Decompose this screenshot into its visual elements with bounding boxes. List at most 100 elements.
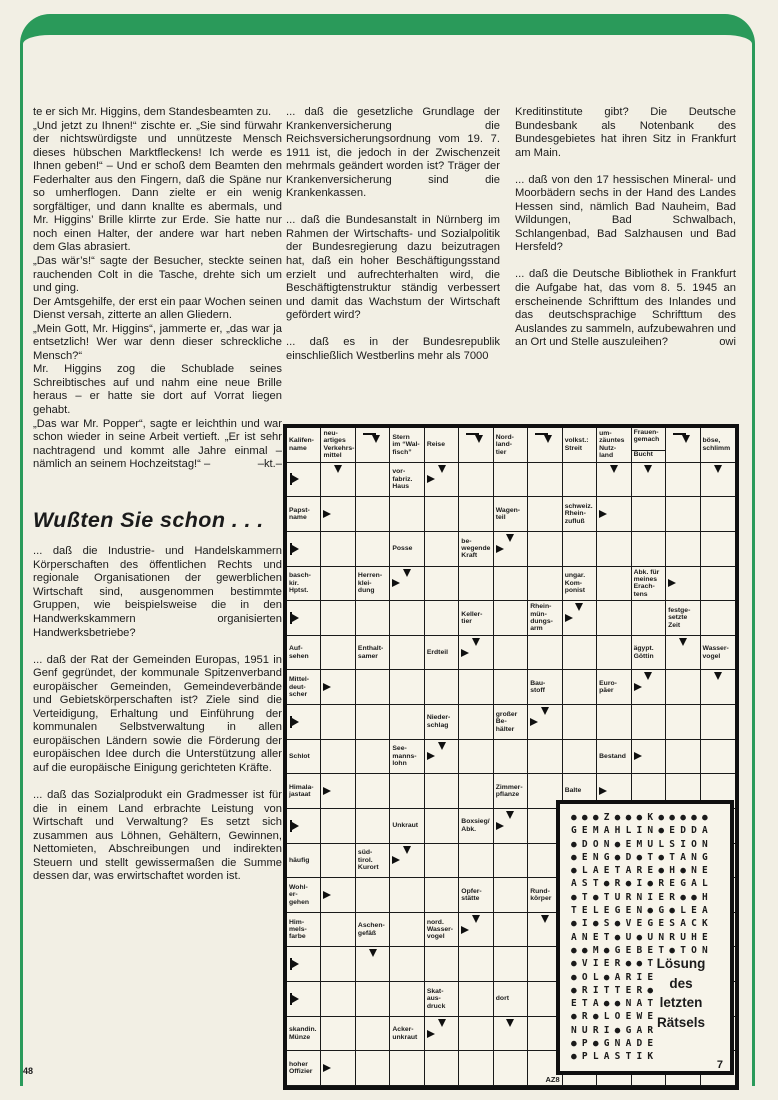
clue-text: Auf- sehen — [289, 645, 309, 660]
clue-text: basch- kir. Hptst. — [289, 572, 311, 595]
arrow-down-icon — [472, 637, 481, 646]
answer-cell — [631, 601, 667, 636]
paragraph: ... daß das Sozialprodukt ein Gradmesser… — [33, 789, 282, 883]
paragraph: ... daß der Rat der Gemeinden Europas, 1… — [33, 653, 282, 774]
clue-text: Wasser- vogel — [702, 645, 729, 660]
clue-text: Bestand — [599, 752, 626, 760]
answer-cell — [424, 601, 460, 636]
answer-cell — [562, 705, 598, 740]
left-column: te er sich Mr. Higgins, dem Standesbeamt… — [33, 106, 282, 884]
answer-cell — [321, 982, 356, 1017]
arrow-right-icon — [633, 752, 642, 761]
byline: owi — [719, 336, 736, 349]
answer-cell — [562, 601, 598, 636]
clue-text: schweiz. Rhein- zufluß — [564, 502, 593, 525]
answer-cell — [700, 740, 735, 775]
answer-cell — [390, 566, 425, 602]
paragraph: „Und jetzt zu Ihnen!“ zischte er. „Sie s… — [33, 119, 282, 254]
clue-text: Bucht — [633, 451, 653, 458]
solution-row: GEMAHLIN●EDDA — [571, 825, 713, 837]
answer-cell — [390, 982, 425, 1017]
arrow-right-icon — [426, 475, 435, 484]
arrow-down-icon — [713, 672, 722, 681]
answer-cell — [355, 982, 391, 1017]
answer-cell — [355, 808, 391, 844]
clue-text: Kalifen- name — [289, 437, 314, 452]
answer-cell — [597, 566, 632, 602]
arrow-down-icon — [713, 464, 722, 473]
clue-text: Reise — [426, 441, 445, 449]
clue-text: um- zäuntes Nutz- land — [599, 430, 625, 460]
answer-cell — [528, 635, 563, 671]
clue-cell: Rhein- mün- dungs- arm — [528, 601, 563, 636]
clue-cell: hoher Offizier — [287, 1051, 322, 1086]
answer-cell — [493, 878, 529, 913]
answer-cell — [459, 670, 494, 706]
clue-text: nord. Wasser- vogel — [426, 918, 454, 941]
clue-text: süd- tirol. Kurort — [357, 849, 379, 872]
answer-cell — [459, 705, 494, 740]
answer-cell — [562, 670, 598, 706]
facts-left: ... daß die Industrie- und Handelskammer… — [33, 545, 282, 884]
answer-cell — [459, 739, 494, 775]
answer-cell — [459, 947, 494, 983]
answer-cell — [355, 670, 391, 706]
clue-text: Frauen- gemach — [631, 428, 666, 451]
solution-caption-line: des — [669, 975, 693, 991]
answer-cell — [287, 601, 322, 636]
clue-cell: Zimmer- pflanze — [493, 774, 529, 809]
clue-text: Boxsieg/ Abk. — [461, 818, 490, 833]
answer-cell — [321, 912, 356, 948]
clue-cell: Wagen- teil — [493, 497, 529, 532]
answer-cell — [355, 878, 391, 913]
solution-row: NURI●GAR — [571, 1024, 659, 1036]
arrow-down-icon — [437, 1018, 446, 1027]
clue-cell: Boxsieg/ Abk. — [459, 808, 494, 844]
answer-cell — [355, 601, 391, 636]
clue-text: großer Be- hälter — [495, 710, 518, 733]
answer-cell — [355, 497, 391, 532]
answer-cell — [700, 497, 735, 532]
answer-cell — [287, 705, 322, 740]
answer-cell — [321, 531, 356, 567]
answer-cell — [355, 739, 391, 775]
answer-cell — [424, 1051, 460, 1086]
answer-cell — [287, 462, 322, 498]
clue-cell: Nieder- schlag — [424, 705, 460, 740]
answer-cell — [528, 774, 563, 809]
solution-caption: Lösung des letzten Rätsels — [636, 954, 726, 1032]
answer-cell — [390, 947, 425, 983]
clue-cell: Wohl- er- gehen — [287, 878, 322, 913]
clue-text: Wagen- teil — [495, 506, 521, 522]
paragraph: ... daß von den 17 hessischen Mineral- u… — [515, 173, 736, 254]
clue-cell: Stern im “Wal- fisch” — [390, 428, 425, 463]
answer-cell — [459, 497, 494, 532]
answer-cell — [493, 739, 529, 775]
solution-box: ●●●Z●●●K●●●●● GEMAHLIN●EDDA ●DON●EMULSION ●… — [556, 800, 734, 1075]
arrow-down-icon — [472, 914, 481, 923]
answer-cell — [631, 497, 667, 532]
arrow-right-icon — [633, 683, 642, 692]
answer-cell — [321, 635, 356, 671]
clue-text: Skat- aus- druck — [426, 987, 446, 1010]
arrow-flag-icon — [290, 992, 299, 1005]
right-column: Kreditinstitute gibt? Die Deutsche Bunde… — [515, 106, 736, 350]
answer-cell — [700, 1051, 735, 1086]
clue-cell: schweiz. Rhein- zufluß — [562, 497, 598, 532]
arrow-right-icon — [668, 579, 677, 588]
clue-cell: dort — [493, 982, 529, 1017]
answer-cell — [321, 739, 356, 775]
solution-row: ●R●LOEWE — [571, 1011, 659, 1023]
paragraph: „Das war Mr. Popper“, sagte er leichthin… — [33, 417, 282, 471]
solution-row: ETA●●NAT — [571, 998, 659, 1010]
clue-text: dort — [495, 995, 509, 1003]
answer-cell — [562, 739, 598, 775]
answer-cell — [321, 566, 356, 602]
answer-cell — [390, 601, 425, 636]
answer-cell — [528, 566, 563, 602]
arrow-right-icon — [323, 787, 332, 796]
clue-cell: Keller- tier — [459, 601, 494, 636]
clue-cell: Kalifen- name — [287, 428, 322, 463]
paragraph: „Das wär’s!“ sagte der Besucher, steckte… — [33, 255, 282, 295]
answer-cell — [321, 843, 356, 879]
